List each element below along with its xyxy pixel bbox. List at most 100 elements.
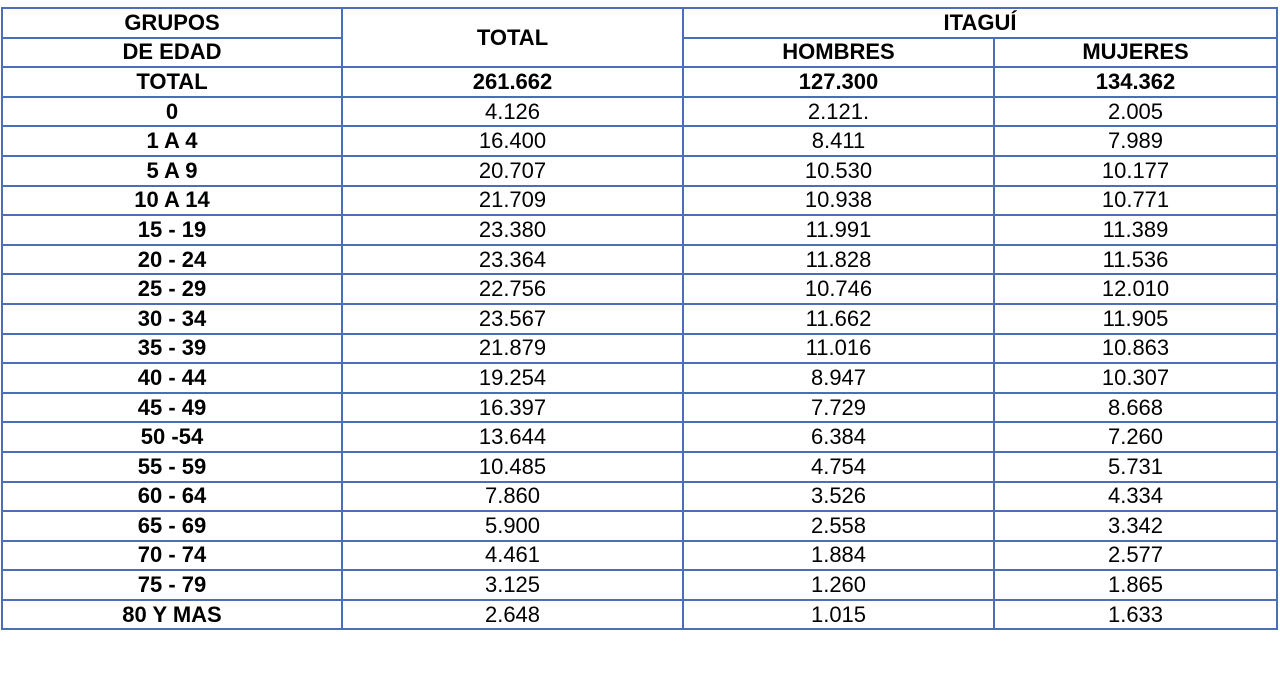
men-cell: 10.938 bbox=[682, 184, 995, 217]
table-row: 30 - 34 23.567 11.662 11.905 bbox=[1, 302, 1279, 335]
age-group-cell: 35 - 39 bbox=[1, 332, 343, 365]
age-group-cell: 5 A 9 bbox=[1, 154, 343, 187]
age-group-cell: 10 A 14 bbox=[1, 184, 343, 217]
age-group-cell: 55 - 59 bbox=[1, 450, 343, 483]
men-cell: 11.016 bbox=[682, 332, 995, 365]
header-age-group-line2: DE EDAD bbox=[1, 36, 343, 69]
total-cell: 16.397 bbox=[341, 391, 684, 424]
age-group-cell: 60 - 64 bbox=[1, 480, 343, 513]
age-group-cell: 70 - 74 bbox=[1, 539, 343, 572]
header-total: TOTAL bbox=[341, 6, 684, 69]
total-cell: 13.644 bbox=[341, 421, 684, 453]
men-cell: 7.729 bbox=[682, 391, 995, 424]
total-cell: 22.756 bbox=[341, 273, 684, 305]
men-cell: 1.884 bbox=[682, 539, 995, 572]
men-cell: 11.662 bbox=[682, 302, 995, 335]
table-row: 50 -54 13.644 6.384 7.260 bbox=[1, 421, 1279, 453]
table-row: 45 - 49 16.397 7.729 8.668 bbox=[1, 391, 1279, 424]
table-row: 5 A 9 20.707 10.530 10.177 bbox=[1, 154, 1279, 187]
women-cell: 3.342 bbox=[992, 510, 1279, 542]
total-cell: 5.900 bbox=[341, 510, 684, 542]
table-row: 20 - 24 23.364 11.828 11.536 bbox=[1, 243, 1279, 276]
age-group-cell: 1 A 4 bbox=[1, 125, 343, 157]
total-cell: 23.380 bbox=[341, 214, 684, 246]
table-row: 40 - 44 19.254 8.947 10.307 bbox=[1, 362, 1279, 394]
women-cell: 5.731 bbox=[992, 450, 1279, 483]
age-group-cell: 75 - 79 bbox=[1, 569, 343, 601]
men-cell: 10.530 bbox=[682, 154, 995, 187]
table-row: 1 A 4 16.400 8.411 7.989 bbox=[1, 125, 1279, 157]
totals-row: TOTAL 261.662 127.300 134.362 bbox=[1, 66, 1279, 98]
total-cell: 19.254 bbox=[341, 362, 684, 394]
women-cell: 10.307 bbox=[992, 362, 1279, 394]
table-row: 15 - 19 23.380 11.991 11.389 bbox=[1, 214, 1279, 246]
total-cell: 21.709 bbox=[341, 184, 684, 217]
women-cell: 10.863 bbox=[992, 332, 1279, 365]
women-cell: 1.865 bbox=[992, 569, 1279, 601]
total-cell: 3.125 bbox=[341, 569, 684, 601]
population-table: GRUPOS TOTAL ITAGUÍ DE EDAD HOMBRES MUJE… bbox=[1, 6, 1279, 631]
total-cell: 21.879 bbox=[341, 332, 684, 365]
age-group-cell: 80 Y MAS bbox=[1, 598, 343, 631]
table-row: 0 4.126 2.121. 2.005 bbox=[1, 95, 1279, 128]
women-cell: 1.633 bbox=[992, 598, 1279, 631]
table-row: 35 - 39 21.879 11.016 10.863 bbox=[1, 332, 1279, 365]
women-cell: 2.577 bbox=[992, 539, 1279, 572]
age-group-cell: 40 - 44 bbox=[1, 362, 343, 394]
table-row: 70 - 74 4.461 1.884 2.577 bbox=[1, 539, 1279, 572]
header-row-1: GRUPOS TOTAL ITAGUÍ bbox=[1, 6, 1279, 69]
men-cell: 11.828 bbox=[682, 243, 995, 276]
age-group-cell: 30 - 34 bbox=[1, 302, 343, 335]
header-men: HOMBRES bbox=[682, 36, 995, 69]
women-cell: 4.334 bbox=[992, 480, 1279, 513]
total-cell: 23.567 bbox=[341, 302, 684, 335]
header-row-2: DE EDAD HOMBRES MUJERES bbox=[1, 36, 1279, 69]
men-cell: 2.558 bbox=[682, 510, 995, 542]
men-cell: 8.947 bbox=[682, 362, 995, 394]
women-cell: 10.177 bbox=[992, 154, 1279, 187]
table-row: 55 - 59 10.485 4.754 5.731 bbox=[1, 450, 1279, 483]
age-group-cell: 25 - 29 bbox=[1, 273, 343, 305]
women-cell: 11.389 bbox=[992, 214, 1279, 246]
table-body: GRUPOS TOTAL ITAGUÍ DE EDAD HOMBRES MUJE… bbox=[1, 6, 1279, 631]
total-cell: 23.364 bbox=[341, 243, 684, 276]
table-row: 25 - 29 22.756 10.746 12.010 bbox=[1, 273, 1279, 305]
age-group-cell: 15 - 19 bbox=[1, 214, 343, 246]
women-cell: 2.005 bbox=[992, 95, 1279, 128]
age-group-cell: 0 bbox=[1, 95, 343, 128]
total-cell: 2.648 bbox=[341, 598, 684, 631]
header-region: ITAGUÍ bbox=[681, 7, 1279, 39]
table-row: 75 - 79 3.125 1.260 1.865 bbox=[1, 569, 1279, 601]
table-row: 10 A 14 21.709 10.938 10.771 bbox=[1, 184, 1279, 217]
total-cell: 10.485 bbox=[341, 450, 684, 483]
men-cell: 2.121. bbox=[682, 95, 995, 128]
age-group-cell: 65 - 69 bbox=[1, 510, 343, 542]
women-cell: 11.536 bbox=[992, 243, 1279, 276]
women-cell: 7.260 bbox=[992, 421, 1279, 453]
header-women: MUJERES bbox=[992, 36, 1279, 69]
women-cell: 8.668 bbox=[992, 391, 1279, 424]
table-row: 80 Y MAS 2.648 1.015 1.633 bbox=[1, 598, 1279, 631]
men-cell: 6.384 bbox=[682, 421, 995, 453]
total-cell: 4.461 bbox=[341, 539, 684, 572]
total-cell: 4.126 bbox=[341, 95, 684, 128]
men-cell: 8.411 bbox=[682, 125, 995, 157]
men-cell: 10.746 bbox=[682, 273, 995, 305]
men-cell: 3.526 bbox=[682, 480, 995, 513]
men-cell: 1.260 bbox=[682, 569, 995, 601]
header-age-group-line1: GRUPOS bbox=[1, 7, 343, 39]
women-cell: 7.989 bbox=[992, 125, 1279, 157]
men-cell: 11.991 bbox=[682, 214, 995, 246]
totals-label: TOTAL bbox=[1, 66, 343, 98]
men-cell: 4.754 bbox=[682, 450, 995, 483]
women-cell: 10.771 bbox=[992, 184, 1279, 217]
age-group-cell: 45 - 49 bbox=[1, 391, 343, 424]
table-row: 60 - 64 7.860 3.526 4.334 bbox=[1, 480, 1279, 513]
age-group-cell: 20 - 24 bbox=[1, 243, 343, 276]
women-cell: 11.905 bbox=[992, 302, 1279, 335]
totals-total: 261.662 bbox=[341, 66, 684, 98]
total-cell: 20.707 bbox=[341, 154, 684, 187]
women-cell: 12.010 bbox=[992, 273, 1279, 305]
totals-women: 134.362 bbox=[992, 66, 1279, 98]
table-row: 65 - 69 5.900 2.558 3.342 bbox=[1, 510, 1279, 542]
